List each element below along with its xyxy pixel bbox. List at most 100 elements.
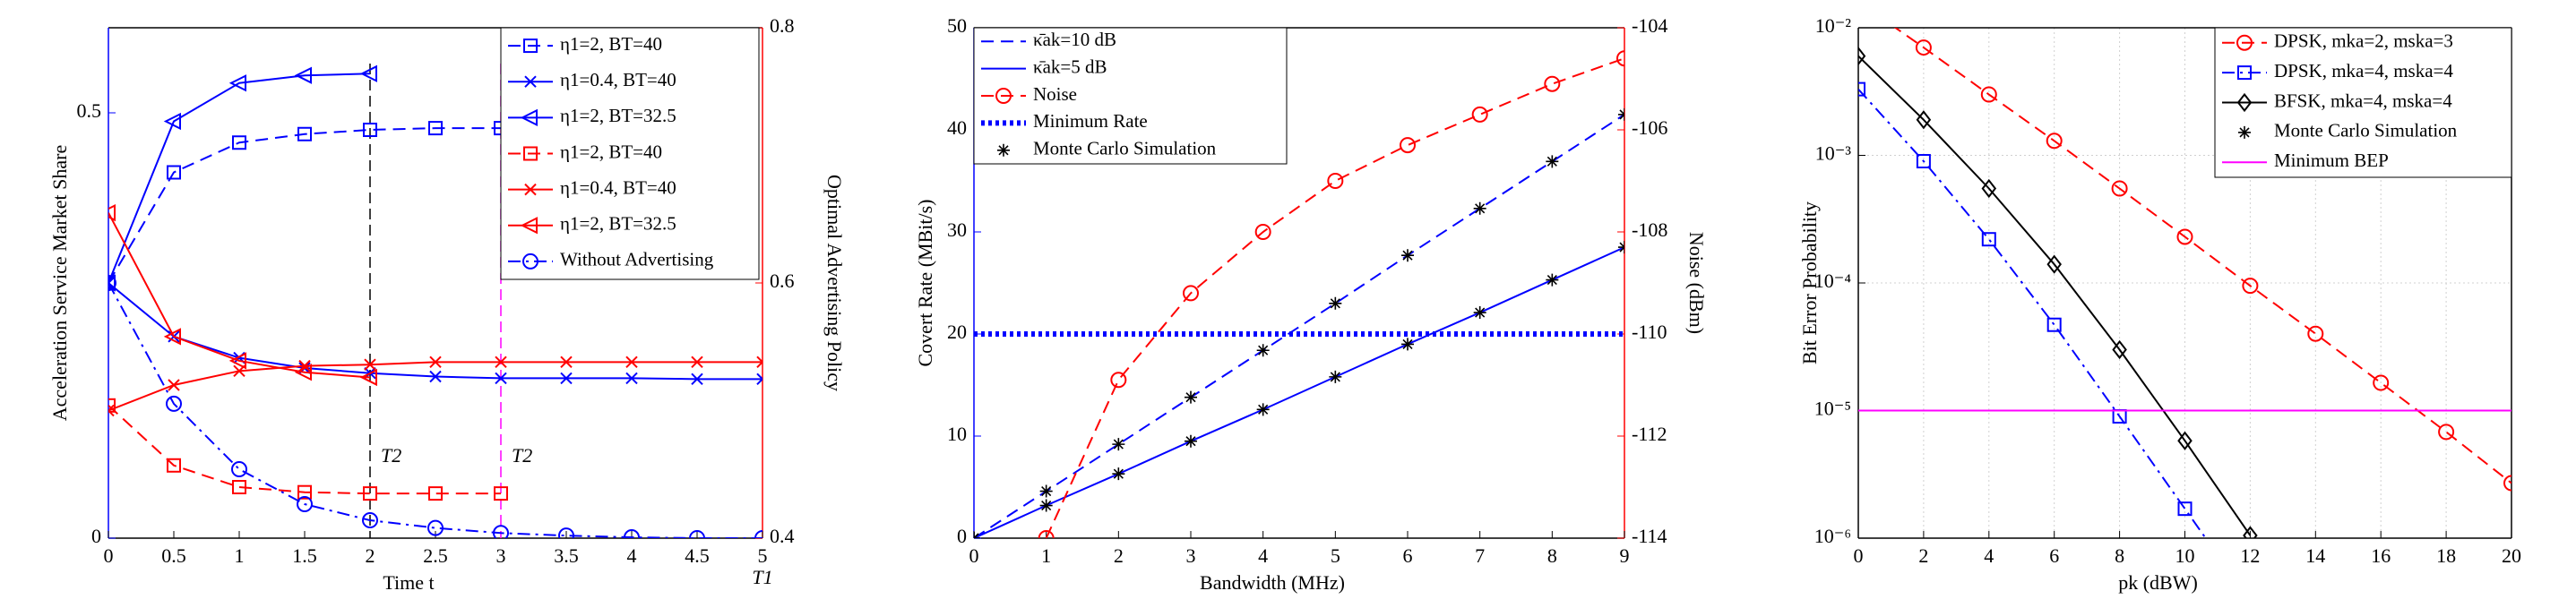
data-point xyxy=(167,165,181,180)
legend-marker xyxy=(522,253,538,270)
series-line xyxy=(974,246,1624,538)
y-tick-label: 10⁻⁴ xyxy=(1814,270,1852,292)
x-tick-label: 3.5 xyxy=(554,544,579,567)
data-point xyxy=(625,372,638,385)
plot-area xyxy=(1858,28,2511,608)
y-tick-label: 50 xyxy=(947,14,967,37)
data-point xyxy=(558,527,574,538)
x-tick-label: 0 xyxy=(104,544,114,567)
data-point xyxy=(1400,137,1416,154)
data-point xyxy=(364,358,376,371)
data-point xyxy=(1471,106,1488,123)
y2-tick-label: -108 xyxy=(1632,218,1667,241)
data-point xyxy=(297,496,313,512)
data-point xyxy=(232,135,246,150)
y2-tick-label: 0.4 xyxy=(770,525,795,547)
data-point xyxy=(294,66,312,84)
x-axis-label: pk (dBW) xyxy=(2118,571,2198,594)
x-tick-label: 2 xyxy=(1114,544,1124,567)
annotation: T1 xyxy=(752,566,772,588)
y-tick-label: 10⁻² xyxy=(1815,14,1852,37)
data-point xyxy=(166,395,182,412)
series-line xyxy=(108,282,762,381)
data-point xyxy=(2177,431,2193,450)
data-point xyxy=(427,519,444,536)
y2-tick-label: -106 xyxy=(1632,116,1667,139)
data-point xyxy=(974,532,980,538)
data-point xyxy=(2503,475,2511,492)
data-point xyxy=(691,373,703,386)
x-tick-label: 1 xyxy=(235,544,245,567)
y2-tick-label: -104 xyxy=(1632,14,1667,37)
data-point xyxy=(495,372,507,385)
data-point xyxy=(1112,467,1125,481)
data-point xyxy=(756,373,762,386)
data-point xyxy=(1980,86,1997,103)
data-point xyxy=(1183,285,1199,302)
x-tick-label: 9 xyxy=(1620,544,1630,567)
data-point xyxy=(228,74,246,92)
data-point xyxy=(1616,50,1624,67)
chart: 0 1 2 3 4 5 6 7 8 9 0 10 20 30 40 50 -114 -112 -110 -108 -10… xyxy=(914,14,1708,594)
y-tick-label: 0.5 xyxy=(77,99,102,122)
data-point xyxy=(1039,484,1053,498)
chart: 0 0.5 1 1.5 2 2.5 3 3.5 4 4.5 5 0 0.5 0.4 0.6 0.8 Time t… xyxy=(48,14,846,594)
data-point xyxy=(1546,273,1559,287)
data-point xyxy=(495,355,507,369)
data-point xyxy=(1329,370,1342,383)
data-point xyxy=(2307,325,2324,342)
data-point xyxy=(1329,296,1342,310)
legend-label: Monte Carlo Simulation xyxy=(1033,138,1217,159)
legend-label: η1=2, BT=40 xyxy=(560,141,662,162)
data-point xyxy=(2046,317,2062,332)
legend-label: η1=0.4, BT=40 xyxy=(560,176,676,198)
data-point xyxy=(1039,499,1053,512)
data-point xyxy=(359,64,377,82)
legend-marker xyxy=(520,108,538,126)
x-tick-label: 2 xyxy=(366,544,375,567)
legend-label: DPSK, mka=2, msk​a=3 xyxy=(2274,30,2453,52)
x-tick-label: 5 xyxy=(758,544,768,567)
x-tick-label: 1.5 xyxy=(292,544,317,567)
data-point xyxy=(2244,595,2256,608)
data-point xyxy=(1981,178,1997,199)
y2-tick-label: 0.8 xyxy=(770,14,795,37)
data-point xyxy=(2243,526,2258,538)
y-tick-label: 10⁻⁶ xyxy=(1814,525,1851,547)
legend-label: η1=0.4, BT=40 xyxy=(560,69,676,90)
data-point xyxy=(1618,241,1624,254)
annotation: T2 xyxy=(512,444,532,467)
x-tick-label: 20 xyxy=(2502,544,2521,567)
data-point xyxy=(1544,75,1561,92)
x-tick-label: 0.5 xyxy=(161,544,186,567)
data-point xyxy=(297,126,312,141)
data-point xyxy=(428,486,443,501)
data-point xyxy=(1038,530,1055,538)
data-point xyxy=(1256,344,1270,357)
data-point xyxy=(294,364,312,381)
legend-label: Without Advertising xyxy=(560,249,714,270)
x-tick-label: 1 xyxy=(1041,544,1051,567)
legend-marker xyxy=(520,217,538,235)
x-tick-label: 0 xyxy=(969,544,979,567)
data-point xyxy=(1110,372,1127,389)
y-tick-label: 10 xyxy=(947,423,967,445)
data-point xyxy=(2242,278,2259,295)
data-point xyxy=(1473,306,1486,320)
legend: κ̄ak=10 dB κ̄ak=5 dB Noise Minimum Rate Mont… xyxy=(973,27,1288,165)
legend-marker xyxy=(523,146,538,161)
series-line xyxy=(108,73,371,284)
data-point xyxy=(1401,249,1414,262)
plot-area xyxy=(974,50,1624,538)
series-line xyxy=(1858,55,2252,536)
series-line xyxy=(1045,57,1624,538)
x-tick-label: 18 xyxy=(2436,544,2456,567)
data-point xyxy=(560,372,573,385)
x-tick-label: 3 xyxy=(1186,544,1196,567)
legend-label: κ̄ak=5 dB xyxy=(1033,56,1107,77)
data-point xyxy=(359,368,377,387)
x-tick-label: 4 xyxy=(1984,544,1994,567)
data-point xyxy=(1327,173,1344,189)
data-point xyxy=(168,379,180,391)
legend-marker xyxy=(524,75,537,88)
